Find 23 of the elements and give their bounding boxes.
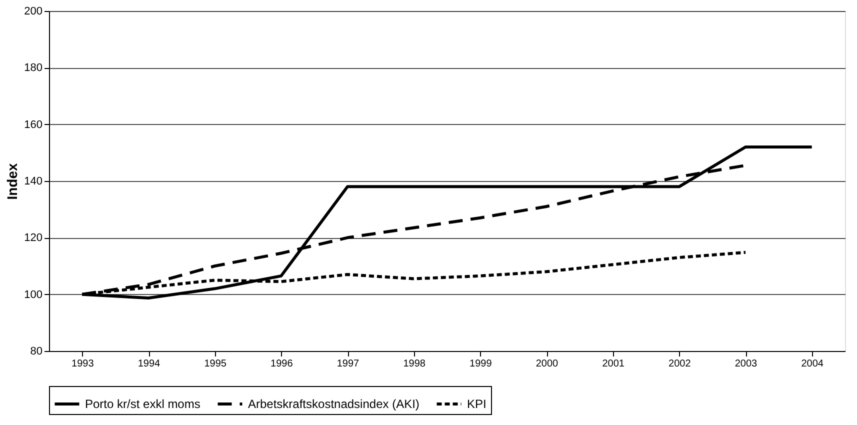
legend-label: Porto kr/st exkl moms xyxy=(85,397,200,411)
y-tick-label: 100 xyxy=(24,288,42,301)
x-tick-label: 1995 xyxy=(204,358,227,370)
x-tick-label: 2002 xyxy=(668,358,692,370)
x-tick-label: 1997 xyxy=(336,358,360,370)
y-tick-label: 140 xyxy=(24,176,42,188)
y-tick-label: 120 xyxy=(24,232,42,244)
x-tick-label: 2000 xyxy=(536,358,559,370)
y-tick-label: 80 xyxy=(30,346,42,358)
x-tick-label: 1994 xyxy=(138,358,161,370)
y-tick-label: 200 xyxy=(24,6,42,18)
x-tick-label: 1999 xyxy=(470,358,492,370)
x-tick-label: 2003 xyxy=(734,358,758,370)
legend-label: Arbetskraftskostnadsindex (AKI) xyxy=(248,397,420,411)
x-tick-label: 1998 xyxy=(403,358,426,370)
y-axis-title: Index xyxy=(4,163,20,200)
x-tick-label: 1993 xyxy=(72,358,94,370)
y-tick-label: 160 xyxy=(24,118,42,131)
x-tick-label: 2004 xyxy=(801,358,824,370)
x-tick-label: 2001 xyxy=(602,358,625,370)
x-tick-label: 1996 xyxy=(270,358,294,370)
y-tick-label: 180 xyxy=(24,62,42,74)
legend-label: KPI xyxy=(467,397,486,411)
